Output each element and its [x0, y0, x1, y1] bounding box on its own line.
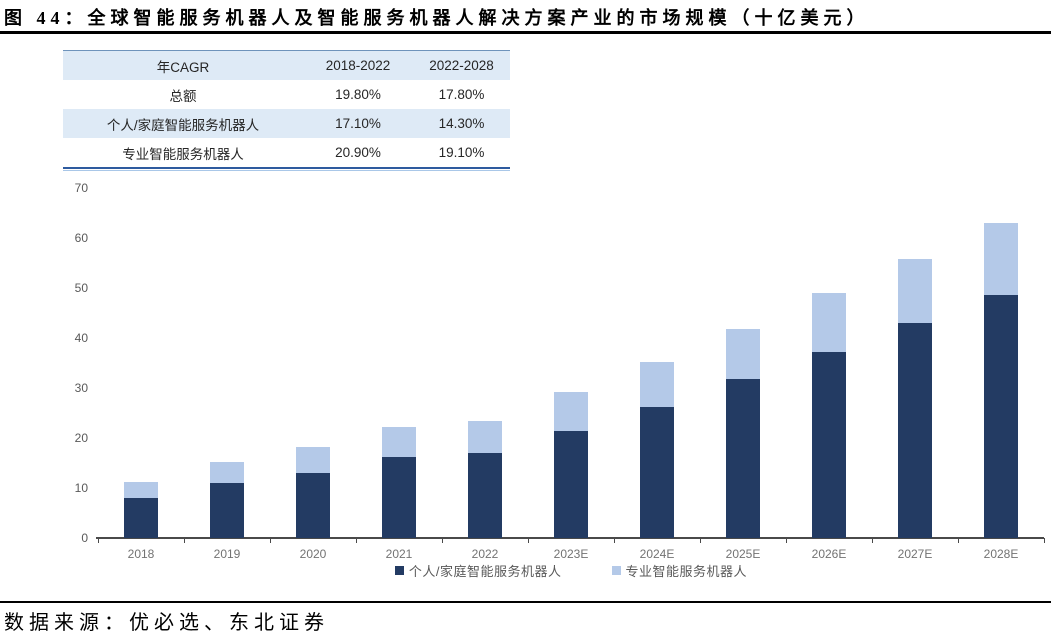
- x-axis-label: 2028E: [983, 547, 1019, 561]
- y-axis-label: 0: [81, 531, 88, 545]
- bar-segment: [812, 351, 846, 538]
- x-axis-label: 2027E: [897, 547, 933, 561]
- y-axis-label: 10: [74, 481, 88, 495]
- x-axis-tick: [97, 538, 99, 543]
- cagr-table-row-professional: 专业智能服务机器人 20.90% 19.10%: [63, 138, 510, 167]
- x-axis-tick: [785, 538, 787, 543]
- x-axis-label: 2021: [385, 547, 413, 561]
- bar-segment: [468, 420, 502, 453]
- cagr-table-header-cell: 2022-2028: [429, 58, 494, 73]
- x-axis-tick: [441, 538, 443, 543]
- x-axis-label: 2019: [213, 547, 241, 561]
- bar-segment: [812, 293, 846, 352]
- bar-segment: [554, 431, 588, 538]
- title-divider: [0, 31, 1051, 34]
- bar-segment: [468, 453, 502, 538]
- legend-swatch-icon: [394, 565, 404, 575]
- bar-segment: [640, 362, 674, 407]
- bar-segment: [210, 483, 244, 538]
- legend-label: 专业智能服务机器人: [625, 563, 748, 579]
- y-axis-label: 60: [74, 231, 88, 245]
- bar-segment: [726, 329, 760, 379]
- y-axis-label: 20: [74, 431, 88, 445]
- x-axis-tick: [1043, 538, 1045, 543]
- y-axis-label: 30: [74, 381, 88, 395]
- x-axis-tick: [269, 538, 271, 543]
- cagr-table-cell: 总额: [169, 88, 197, 104]
- legend-swatch-icon: [611, 565, 621, 575]
- cagr-table-cell: 17.80%: [438, 87, 485, 102]
- bar-segment: [898, 323, 932, 538]
- x-axis-line: [96, 537, 1044, 539]
- x-axis-label: 2026E: [811, 547, 847, 561]
- legend-label: 个人/家庭智能服务机器人: [408, 563, 562, 579]
- bar-segment: [984, 295, 1018, 538]
- bar-segment: [210, 462, 244, 483]
- x-axis-label: 2025E: [725, 547, 761, 561]
- bar-segment: [382, 427, 416, 457]
- x-axis-tick: [699, 538, 701, 543]
- cagr-table-cell: 17.10%: [335, 116, 381, 131]
- cagr-table-cell: 19.10%: [438, 145, 485, 160]
- x-axis-tick: [613, 538, 615, 543]
- x-axis-label: 2023E: [553, 547, 589, 561]
- x-axis-tick: [957, 538, 959, 543]
- cagr-table-cell: 个人/家庭智能服务机器人: [106, 117, 260, 133]
- bar-segment: [984, 223, 1018, 295]
- x-axis-tick: [527, 538, 529, 543]
- bar-segment: [124, 481, 158, 498]
- cagr-table-cell: 19.80%: [335, 87, 381, 102]
- cagr-table-cell: 专业智能服务机器人: [122, 146, 244, 162]
- bar-segment: [124, 498, 158, 538]
- cagr-table-row-total: 总额 19.80% 17.80%: [63, 80, 510, 109]
- cagr-table-accent-line: [63, 170, 510, 171]
- x-axis-tick: [355, 538, 357, 543]
- bar-segment: [296, 447, 330, 473]
- x-axis-tick: [183, 538, 185, 543]
- bar-segment: [898, 258, 932, 323]
- cagr-table-cell: 20.90%: [335, 145, 381, 160]
- y-axis-label: 40: [74, 331, 88, 345]
- bar-segment: [554, 392, 588, 431]
- bar-segment: [382, 457, 416, 538]
- x-axis-label: 2024E: [639, 547, 675, 561]
- chart-legend: 个人/家庭智能服务机器人 专业智能服务机器人: [98, 561, 1044, 579]
- bar-segment: [296, 473, 330, 538]
- x-axis-label: 2020: [299, 547, 327, 561]
- bar-segment: [640, 407, 674, 538]
- source-divider: [0, 601, 1051, 603]
- cagr-table-cell: 14.30%: [438, 116, 485, 131]
- y-axis-label: 50: [74, 281, 88, 295]
- y-axis-label: 70: [74, 181, 88, 195]
- x-axis-label: 2022: [471, 547, 499, 561]
- source-note: 数据来源：优必选、东北证券: [4, 612, 329, 633]
- cagr-table-header-row: 年CAGR 2018-2022 2022-2028: [63, 51, 510, 80]
- legend-item: 专业智能服务机器人: [611, 561, 748, 580]
- cagr-table-row-personal: 个人/家庭智能服务机器人 17.10% 14.30%: [63, 109, 510, 138]
- cagr-table-header-cell: 2018-2022: [325, 58, 391, 73]
- figure-title: 图 44：全球智能服务机器人及智能服务机器人解决方案产业的市场规模（十亿美元）: [4, 8, 870, 28]
- bar-segment: [726, 379, 760, 538]
- x-axis-label: 2018: [127, 547, 155, 561]
- x-axis-tick: [871, 538, 873, 543]
- cagr-table-header-cell: 年CAGR: [156, 59, 210, 75]
- legend-item: 个人/家庭智能服务机器人: [394, 561, 562, 580]
- cagr-table: 年CAGR 2018-2022 2022-2028 总额 19.80% 17.8…: [63, 50, 510, 169]
